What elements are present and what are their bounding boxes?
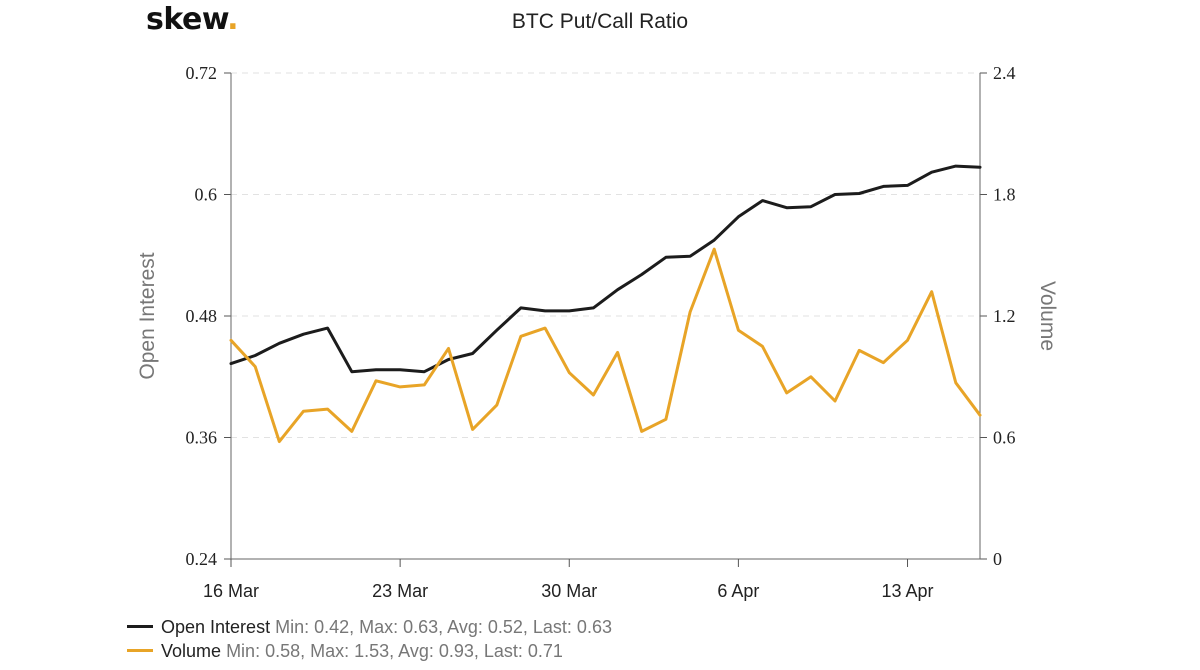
x-tick-label: 16 Mar [203,581,259,601]
chart-title: BTC Put/Call Ratio [511,10,689,33]
legend-swatch-volume [127,648,153,652]
y-left-tick-label: 0.48 [186,306,218,326]
legend-stats-volume: Min: 0.58, Max: 1.53, Avg: 0.93, Last: 0… [226,641,563,661]
legend-open-interest[interactable]: Open Interest Min: 0.42, Max: 0.63, Avg:… [127,616,612,638]
y-right-tick-label: 1.8 [993,185,1016,205]
series-line-open-interest [229,164,982,374]
series-line-volume [229,247,982,444]
y-right-tick-label: 0.6 [993,428,1016,448]
x-tick-label: 6 Apr [717,581,759,601]
y-left-tick-label: 0.6 [195,185,218,205]
legend-volume[interactable]: Volume Min: 0.58, Max: 1.53, Avg: 0.93, … [127,640,563,662]
legend-label-open-interest: Open Interest [161,617,271,637]
x-tick-label: 30 Mar [541,581,597,601]
y-right-tick-label: 2.4 [993,63,1016,83]
skew-logo: skew. [146,2,239,37]
y-left-tick-label: 0.36 [186,428,218,448]
x-tick-label: 13 Apr [881,581,933,601]
legend-swatch-open-interest [127,624,153,628]
y-left-tick-label: 0.24 [186,549,218,569]
x-tick-label: 23 Mar [372,581,428,601]
legend-stats-open-interest: Min: 0.42, Max: 0.63, Avg: 0.52, Last: 0… [275,617,612,637]
y-left-axis-label: Open Interest [136,252,159,379]
legend-label-volume: Volume [161,641,222,661]
y-right-tick-label: 1.2 [993,306,1016,326]
y-right-tick-label: 0 [993,549,1002,569]
y-right-axis-label: Volume [1036,281,1059,351]
y-left-tick-label: 0.72 [186,63,218,83]
